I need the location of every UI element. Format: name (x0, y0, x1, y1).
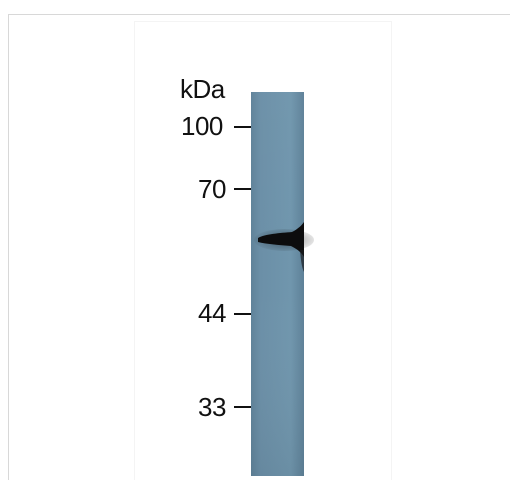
marker-label-70: 70 (198, 174, 226, 204)
marker-label-33: 33 (198, 392, 226, 422)
image-frame-top-border (8, 14, 510, 15)
image-frame-left-border (8, 14, 9, 480)
kda-unit-label: kDa (180, 74, 225, 104)
protein-band (258, 222, 304, 257)
marker-label-44: 44 (198, 298, 226, 328)
marker-label-100: 100 (181, 111, 223, 141)
blot-lane-shading (251, 92, 304, 476)
protein-band-tail (300, 250, 304, 272)
